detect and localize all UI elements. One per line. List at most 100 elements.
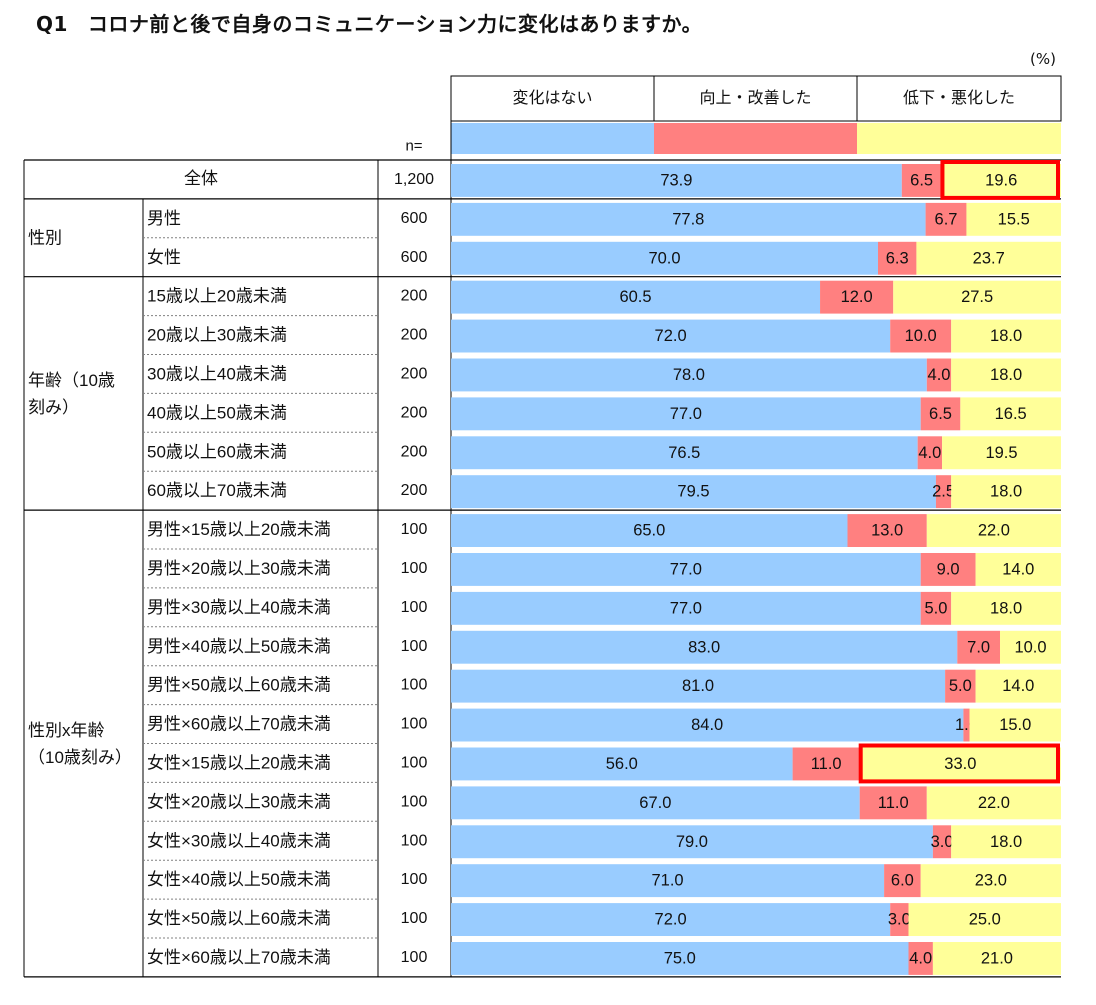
bar-segment [451, 280, 821, 314]
data-label: 6.3 [886, 249, 909, 267]
category-label: 20歳以上30歳未満 [147, 326, 287, 345]
data-label: 79.5 [677, 483, 709, 501]
bar-segment [451, 241, 878, 275]
bar-segment [969, 708, 1061, 742]
bar-segment [451, 708, 964, 742]
bar-segment [820, 280, 894, 314]
data-label: 4.0 [928, 366, 951, 384]
category-label: 15歳以上20歳未満 [147, 287, 287, 306]
n-value: 1,200 [394, 171, 434, 188]
category-label: 男性×30歳以上40歳未満 [147, 598, 331, 617]
bar-segment [960, 397, 1061, 431]
data-label: 4.0 [909, 949, 932, 967]
bar-segment [451, 669, 946, 703]
bar-segment [451, 475, 936, 509]
n-value: 600 [401, 249, 428, 266]
data-label: 10.0 [905, 327, 937, 345]
data-label: 72.0 [655, 911, 687, 929]
group-label: （10歳刻み） [28, 748, 132, 767]
bar-segment [908, 942, 933, 975]
category-label: 男性×50歳以上60歳未満 [147, 676, 331, 695]
category-label: 女性×60歳以上70歳未満 [147, 948, 331, 967]
n-value: 100 [401, 638, 428, 655]
data-label: 16.5 [995, 405, 1027, 423]
data-label: 56.0 [606, 755, 638, 773]
data-label: 6.5 [929, 405, 952, 423]
bar-segment [451, 319, 891, 353]
data-label: 77.8 [672, 210, 704, 228]
bar-segment [926, 358, 952, 392]
n-value: 200 [401, 443, 428, 460]
bar-segment [451, 630, 958, 664]
data-label: 3.0 [931, 833, 954, 851]
bar-segment [878, 241, 917, 275]
n-value: 100 [401, 754, 428, 771]
bar-segment [951, 475, 1061, 509]
category-label: 女性 [147, 248, 181, 267]
category-label: 女性×15歳以上20歳未満 [147, 753, 331, 772]
n-value: 200 [401, 288, 428, 305]
n-value: 100 [401, 716, 428, 733]
bar-segment [859, 786, 927, 820]
data-label: 18.0 [990, 327, 1022, 345]
data-label: 23.0 [975, 872, 1007, 890]
data-label: 83.0 [688, 638, 720, 656]
legend-swatch [857, 123, 1061, 154]
data-label: 14.0 [1002, 560, 1034, 578]
data-label: 6.0 [891, 872, 914, 890]
data-label: 5.0 [924, 599, 947, 617]
highlight-box [940, 160, 1060, 200]
data-label: 19.5 [985, 444, 1017, 462]
n-value: 200 [401, 404, 428, 421]
bar-segment [893, 280, 1061, 314]
bar-segment [951, 319, 1061, 353]
data-label: 11.0 [811, 755, 842, 773]
data-label: 6.5 [910, 171, 933, 189]
category-label: 30歳以上40歳未満 [147, 364, 287, 383]
data-label: 81.0 [682, 677, 714, 695]
data-label: 18.0 [990, 599, 1022, 617]
bar-segment [451, 903, 891, 936]
data-label: 13.0 [871, 522, 903, 540]
data-label: 84.0 [691, 716, 723, 734]
data-label: 22.0 [978, 794, 1010, 812]
data-label: 25.0 [969, 911, 1001, 929]
bar-segment [792, 747, 860, 781]
category-label: 50歳以上60歳未満 [147, 442, 287, 461]
category-label: 40歳以上50歳未満 [147, 403, 287, 422]
category-label: 男性×20歳以上30歳未満 [147, 559, 331, 578]
bar-segment [451, 397, 921, 431]
bar-segment [917, 436, 943, 470]
n-value: 100 [401, 910, 428, 927]
group-label: 性別 [28, 228, 62, 247]
data-label: 15.5 [998, 210, 1030, 228]
data-label: 3.0 [888, 911, 911, 929]
data-label: 19.6 [985, 171, 1017, 189]
data-label: 10.0 [1014, 638, 1046, 656]
data-label: 15.0 [999, 716, 1031, 734]
bar-segment [957, 630, 1000, 664]
data-label: 27.5 [961, 288, 993, 306]
data-label: 4.0 [918, 444, 941, 462]
category-label: 男性×15歳以上20歳未満 [147, 520, 331, 539]
bar-segment [942, 436, 1061, 470]
bar-segment [884, 864, 921, 898]
n-value: 600 [401, 210, 428, 227]
question-text: コロナ前と後で自身のコミュニケーション力に変化はありますか。 [87, 12, 703, 36]
data-label: 67.0 [639, 794, 671, 812]
unit-label: (%) [1030, 50, 1056, 68]
bar-segment [935, 475, 952, 509]
n-value: 100 [401, 832, 428, 849]
data-label: 14.0 [1002, 677, 1034, 695]
bar-segment [920, 591, 952, 625]
category-label: 男性×60歳以上70歳未満 [147, 715, 331, 734]
bar-segment [451, 358, 927, 392]
bar-segment [451, 864, 885, 898]
bar-segment [975, 669, 1061, 703]
category-label: 男性 [147, 209, 181, 228]
question-number: Q1 [36, 12, 68, 36]
data-label: 78.0 [673, 366, 705, 384]
data-label: 5.0 [949, 677, 972, 695]
data-label: 77.0 [670, 560, 702, 578]
data-label: 70.0 [648, 249, 680, 267]
